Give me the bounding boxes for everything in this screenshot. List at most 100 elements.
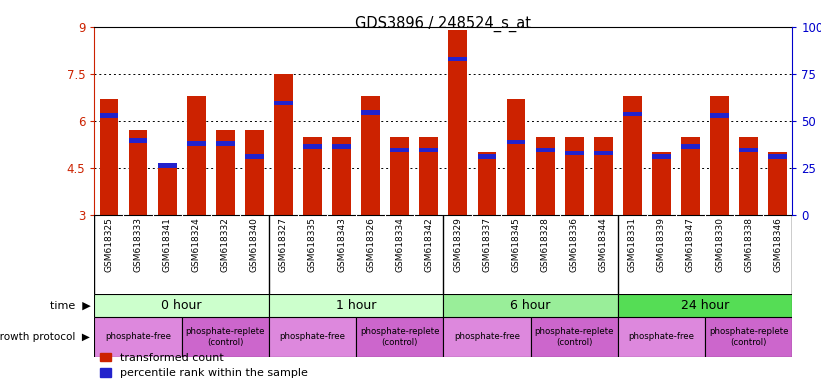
Bar	[269, 294, 443, 317]
Bar	[94, 294, 269, 317]
Bar	[478, 154, 497, 159]
Text: GSM618335: GSM618335	[308, 217, 317, 272]
Bar	[594, 151, 612, 156]
Text: GSM618339: GSM618339	[657, 217, 666, 272]
Text: GDS3896 / 248524_s_at: GDS3896 / 248524_s_at	[355, 15, 531, 31]
Text: phosphate-free: phosphate-free	[279, 333, 346, 341]
Bar	[507, 140, 525, 144]
Bar	[705, 317, 792, 357]
Bar	[181, 317, 269, 357]
Bar	[269, 317, 356, 357]
Text: GSM618327: GSM618327	[279, 217, 288, 272]
Bar	[739, 137, 758, 215]
Bar	[216, 141, 235, 146]
Text: phosphate-replete
(control): phosphate-replete (control)	[360, 327, 439, 347]
Text: GSM618342: GSM618342	[424, 217, 433, 272]
Bar	[768, 152, 787, 215]
Bar	[594, 137, 612, 215]
Text: phosphate-replete
(control): phosphate-replete (control)	[534, 327, 614, 347]
Legend: transformed count, percentile rank within the sample: transformed count, percentile rank withi…	[100, 353, 308, 379]
Bar	[681, 137, 700, 215]
Text: phosphate-free: phosphate-free	[105, 333, 171, 341]
Bar	[186, 141, 205, 146]
Text: GSM618328: GSM618328	[540, 217, 549, 272]
Bar	[420, 147, 438, 152]
Text: GSM618341: GSM618341	[163, 217, 172, 272]
Bar	[681, 144, 700, 149]
Bar	[448, 30, 467, 215]
Bar	[623, 96, 642, 215]
Text: GSM618326: GSM618326	[366, 217, 375, 272]
Text: GSM618338: GSM618338	[744, 217, 753, 272]
Bar	[739, 147, 758, 152]
Text: GSM618337: GSM618337	[483, 217, 492, 272]
Text: time  ▶: time ▶	[49, 300, 90, 310]
Bar	[361, 96, 380, 215]
Bar	[245, 154, 264, 159]
Text: GSM618347: GSM618347	[686, 217, 695, 272]
Bar	[507, 99, 525, 215]
Bar	[652, 152, 671, 215]
Bar	[710, 96, 729, 215]
Text: GSM618344: GSM618344	[599, 217, 608, 272]
Bar	[158, 165, 177, 215]
Bar	[356, 317, 443, 357]
Bar	[768, 154, 787, 159]
Text: 6 hour: 6 hour	[511, 299, 551, 312]
Bar	[623, 111, 642, 116]
Bar	[245, 131, 264, 215]
Bar	[186, 96, 205, 215]
Text: GSM618345: GSM618345	[511, 217, 521, 272]
Text: phosphate-free: phosphate-free	[628, 333, 695, 341]
Bar	[274, 74, 293, 215]
Bar	[129, 138, 148, 143]
Bar	[390, 137, 409, 215]
Bar	[652, 154, 671, 159]
Bar	[618, 317, 705, 357]
Text: GSM618334: GSM618334	[395, 217, 404, 272]
Text: 1 hour: 1 hour	[336, 299, 376, 312]
Text: phosphate-free: phosphate-free	[454, 333, 520, 341]
Bar	[303, 144, 322, 149]
Bar	[158, 163, 177, 168]
Text: growth protocol  ▶: growth protocol ▶	[0, 332, 90, 342]
Bar	[361, 110, 380, 115]
Text: GSM618340: GSM618340	[250, 217, 259, 272]
Bar	[303, 137, 322, 215]
Bar	[274, 101, 293, 105]
Bar	[535, 137, 554, 215]
Text: GSM618325: GSM618325	[104, 217, 113, 272]
Text: GSM618343: GSM618343	[337, 217, 346, 272]
Bar	[565, 151, 584, 156]
Bar	[618, 294, 792, 317]
Text: phosphate-replete
(control): phosphate-replete (control)	[186, 327, 265, 347]
Bar	[530, 317, 618, 357]
Text: GSM618329: GSM618329	[453, 217, 462, 272]
Text: GSM618331: GSM618331	[628, 217, 637, 272]
Bar	[420, 137, 438, 215]
Bar	[478, 152, 497, 215]
Bar	[443, 317, 530, 357]
Bar	[390, 147, 409, 152]
Bar	[94, 317, 181, 357]
Text: phosphate-replete
(control): phosphate-replete (control)	[709, 327, 788, 347]
Bar	[99, 113, 118, 118]
Text: GSM618332: GSM618332	[221, 217, 230, 272]
Text: GSM618336: GSM618336	[570, 217, 579, 272]
Text: GSM618330: GSM618330	[715, 217, 724, 272]
Bar	[535, 147, 554, 152]
Bar	[565, 137, 584, 215]
Text: 24 hour: 24 hour	[681, 299, 729, 312]
Text: GSM618324: GSM618324	[191, 217, 200, 272]
Text: 0 hour: 0 hour	[162, 299, 202, 312]
Bar	[448, 57, 467, 61]
Bar	[129, 131, 148, 215]
Bar	[333, 144, 351, 149]
Text: GSM618346: GSM618346	[773, 217, 782, 272]
Bar	[710, 113, 729, 118]
Bar	[99, 99, 118, 215]
Bar	[443, 294, 618, 317]
Text: GSM618333: GSM618333	[134, 217, 143, 272]
Bar	[333, 137, 351, 215]
Bar	[216, 131, 235, 215]
